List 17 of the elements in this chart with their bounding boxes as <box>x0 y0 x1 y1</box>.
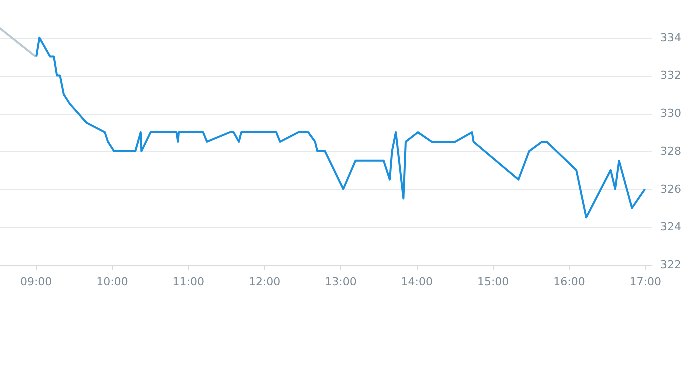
y-tick-label: 328 <box>660 144 682 158</box>
line-series <box>36 36 646 219</box>
x-tick-label: 13:00 <box>325 276 357 288</box>
y-tick-label: 326 <box>660 182 682 196</box>
y-tick-label: 324 <box>660 220 682 234</box>
x-tick-label: 09:00 <box>20 276 52 288</box>
x-tick-label: 17:00 <box>630 276 662 288</box>
y-tick-label: 322 <box>660 258 682 272</box>
x-tick-label: 16:00 <box>554 276 586 288</box>
y-tick-label: 332 <box>660 69 682 82</box>
y-tick-label: 330 <box>660 107 682 120</box>
x-tick-label: 11:00 <box>172 276 204 288</box>
x-tick-label: 15:00 <box>477 276 510 288</box>
x-tick-label: 12:00 <box>248 276 281 288</box>
y-tick-label: 334 <box>660 31 682 44</box>
x-tick-label: 10:00 <box>96 276 128 288</box>
x-tick-label: 14:00 <box>401 276 433 288</box>
